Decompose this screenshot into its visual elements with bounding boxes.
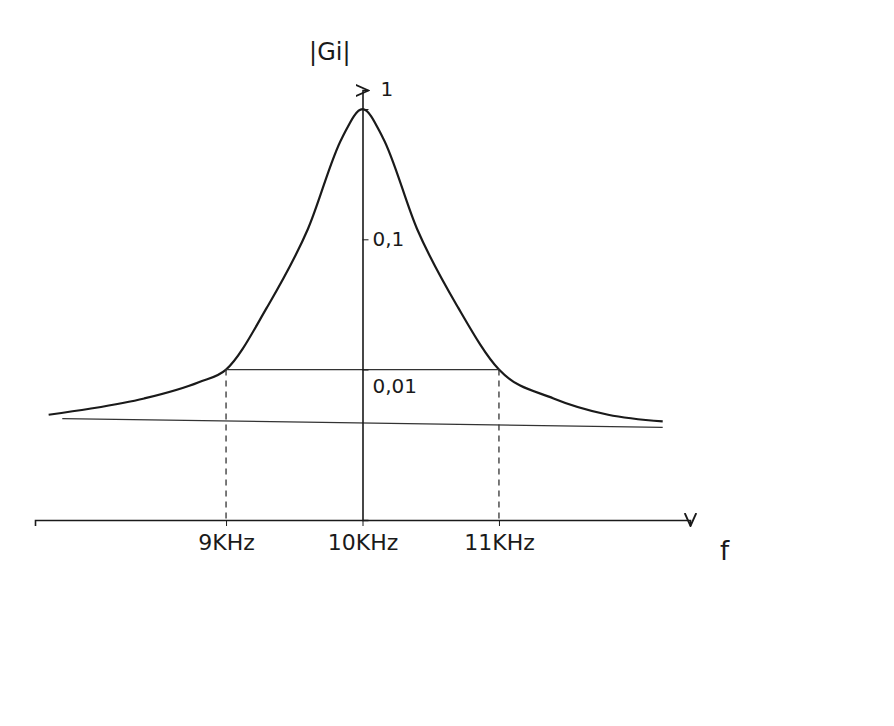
y-axis-line — [363, 91, 369, 521]
series-line — [225, 370, 226, 520]
x-axis: 9KHz 10KHz 11KHz — [36, 520, 691, 555]
y-tick-label: 0,1 — [373, 227, 405, 251]
x-tick: 9KHz — [198, 520, 255, 555]
y-tick-label: 0,01 — [373, 374, 418, 398]
y-tick-mark — [363, 370, 369, 371]
y-axis: 1 0,1 0,01 — [363, 77, 418, 521]
y-tick: 0,01 — [363, 370, 418, 398]
x-tick-label: 11KHz — [464, 530, 535, 555]
lines — [49, 109, 663, 520]
y-axis-title: |Gi| — [309, 38, 350, 66]
y-tick: 1 — [363, 77, 394, 110]
x-tick-mark — [499, 520, 500, 526]
x-tick: 11KHz — [464, 520, 535, 555]
x-tick-mark — [226, 520, 227, 526]
x-tick: 10KHz — [328, 520, 399, 555]
series-line — [49, 109, 663, 421]
x-tick-label: 9KHz — [198, 530, 255, 555]
y-tick-mark — [363, 239, 369, 240]
chart: 9KHz 10KHz 11KHz 1 0,1 0,01 |Gi| f — [0, 0, 894, 726]
x-tick-label: 10KHz — [328, 530, 399, 555]
x-axis-title: f — [720, 536, 730, 566]
series-line — [498, 370, 499, 520]
x-axis-line — [36, 521, 691, 527]
y-tick-label: 1 — [381, 77, 394, 101]
y-tick: 0,1 — [363, 227, 405, 251]
y-tick-mark — [363, 109, 369, 110]
